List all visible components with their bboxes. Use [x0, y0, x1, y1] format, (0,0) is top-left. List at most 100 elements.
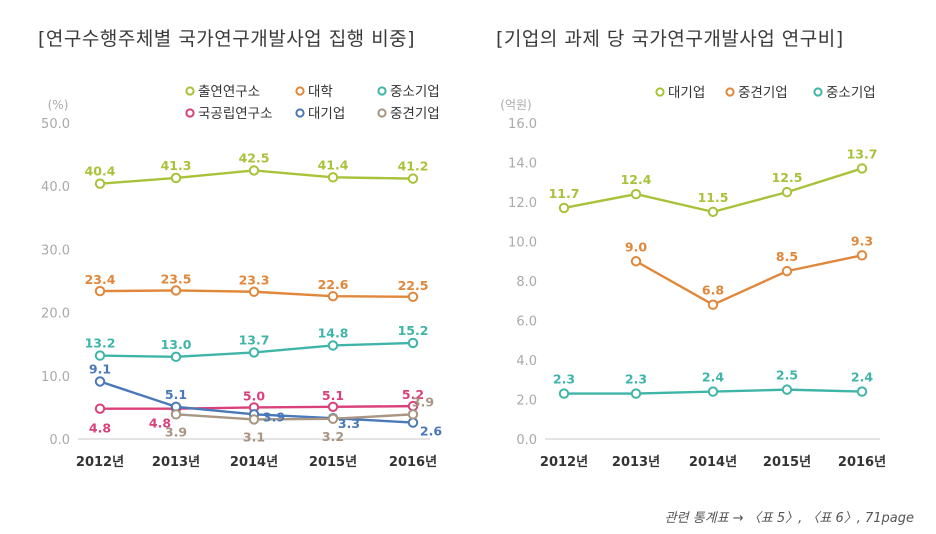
legend-marker-0-0 [185, 86, 195, 96]
legend-marker-1-2 [813, 87, 823, 97]
y-tick-label-1: 10.0 [508, 236, 537, 251]
y-tick-label-1: 8.0 [516, 275, 537, 290]
data-point-0-1 [327, 290, 339, 302]
y-tick-label-1: 4.0 [516, 354, 537, 369]
y-tick-label-1: 14.0 [508, 157, 537, 172]
x-tick-label-1: 2013년 [612, 455, 660, 470]
data-point-1-0 [856, 163, 868, 174]
x-tick-label-0: 2014년 [230, 455, 278, 470]
data-point-0-1 [170, 285, 182, 296]
legend-label-1-1: 중견기업 [738, 85, 788, 101]
data-point-0-2 [248, 347, 260, 358]
data-label-1-2: 2.5 [776, 368, 798, 383]
data-label-0-5: 3.1 [243, 429, 265, 444]
data-label-0-2: 15.2 [398, 323, 429, 338]
series-line-0-5 [175, 413, 414, 421]
data-label-1-1: 9.3 [851, 233, 873, 248]
data-point-1-1 [856, 250, 868, 261]
y-tick-label-0: 20.0 [41, 307, 70, 322]
y-axis-unit-0: (%) [48, 98, 69, 112]
data-label-1-1: 9.0 [625, 239, 647, 254]
legend-marker-0-2 [377, 86, 387, 96]
data-label-0-3: 4.8 [89, 421, 111, 436]
data-label-0-5: 3.9 [412, 394, 434, 409]
data-label-1-1: 6.8 [702, 283, 724, 298]
legend-marker-1-0 [655, 87, 665, 97]
data-point-1-2 [558, 388, 570, 399]
x-tick-label-1: 2014년 [689, 455, 737, 470]
x-tick-label-0: 2012년 [76, 455, 124, 470]
data-label-0-4: 5.1 [165, 387, 187, 402]
x-tick-label-0: 2015년 [309, 455, 357, 470]
legend-label-0-0: 출연연구소 [198, 84, 260, 100]
data-label-0-3: 5.2 [402, 387, 424, 402]
data-label-0-0: 41.2 [398, 159, 429, 174]
data-point-1-0 [781, 186, 793, 198]
y-tick-label-0: 40.0 [41, 180, 70, 195]
x-tick-label-0: 2013년 [152, 455, 200, 470]
y-tick-label-1: 0.0 [516, 433, 537, 448]
data-point-0-0 [248, 165, 260, 176]
y-tick-label-1: 12.0 [508, 196, 537, 211]
data-point-0-0 [94, 178, 106, 189]
y-tick-label-0: 0.0 [49, 433, 70, 448]
data-point-1-0 [630, 188, 642, 200]
data-point-0-0 [327, 172, 339, 183]
data-label-0-4: 9.1 [89, 361, 111, 376]
data-point-0-3 [327, 401, 339, 412]
y-tick-label-0: 30.0 [41, 243, 70, 258]
data-label-0-3: 5.0 [243, 388, 265, 403]
y-tick-label-1: 2.0 [516, 394, 537, 409]
x-tick-label-0: 2016년 [389, 455, 437, 470]
data-label-0-1: 23.3 [239, 273, 270, 288]
data-label-0-2: 13.2 [85, 336, 116, 351]
data-label-0-0: 42.5 [239, 150, 270, 165]
series-line-1-1 [635, 254, 863, 306]
y-tick-label-0: 10.0 [41, 370, 70, 385]
data-label-0-3: 5.1 [322, 388, 344, 403]
data-point-0-5 [170, 409, 182, 420]
data-label-0-1: 22.5 [398, 278, 429, 293]
data-label-0-5: 3.9 [165, 424, 187, 439]
legend-marker-0-1 [295, 86, 305, 96]
data-label-1-0: 11.7 [549, 186, 580, 201]
data-point-0-2 [94, 350, 106, 361]
data-label-0-1: 23.4 [85, 272, 116, 287]
data-point-0-5 [248, 414, 260, 425]
x-tick-label-1: 2015년 [763, 455, 811, 470]
data-point-0-1 [248, 286, 260, 297]
data-label-0-2: 13.7 [239, 332, 270, 347]
legend-label-0-4: 대기업 [308, 106, 345, 122]
y-axis-unit-1: (억원) [500, 98, 531, 112]
data-label-1-2: 2.4 [702, 370, 724, 385]
data-point-1-2 [781, 384, 793, 395]
data-point-0-1 [407, 291, 419, 302]
data-point-0-0 [407, 173, 419, 184]
legend-label-0-5: 중견기업 [390, 106, 440, 122]
data-point-0-0 [170, 172, 182, 184]
data-point-0-2 [170, 351, 182, 363]
legend-marker-0-3 [185, 108, 195, 118]
data-point-1-2 [630, 388, 642, 399]
data-label-1-0: 13.7 [847, 146, 878, 161]
data-label-0-4: 3.9 [263, 409, 285, 424]
data-label-1-2: 2.3 [625, 372, 647, 387]
data-label-0-1: 22.6 [318, 277, 349, 292]
data-label-0-1: 23.5 [161, 271, 192, 286]
data-label-1-0: 12.5 [772, 170, 803, 185]
y-tick-label-1: 6.0 [516, 315, 537, 330]
data-point-1-1 [781, 265, 793, 277]
y-tick-label-0: 50.0 [41, 117, 70, 132]
legend-label-0-1: 대학 [308, 84, 333, 100]
data-label-1-0: 11.5 [698, 190, 729, 205]
footnote: 관련 통계표 → 〈표 5〉, 〈표 6〉, 71page [664, 511, 914, 526]
data-point-1-0 [707, 206, 719, 218]
legend-marker-0-5 [377, 108, 387, 118]
chart-title-right: [기업의 과제 당 국가연구개발사업 연구비] [496, 28, 844, 50]
data-label-0-0: 41.4 [318, 157, 349, 172]
data-point-0-5 [407, 409, 419, 420]
data-point-0-5 [327, 413, 339, 424]
data-label-0-0: 40.4 [85, 164, 116, 179]
data-label-0-4: 2.6 [420, 424, 442, 439]
